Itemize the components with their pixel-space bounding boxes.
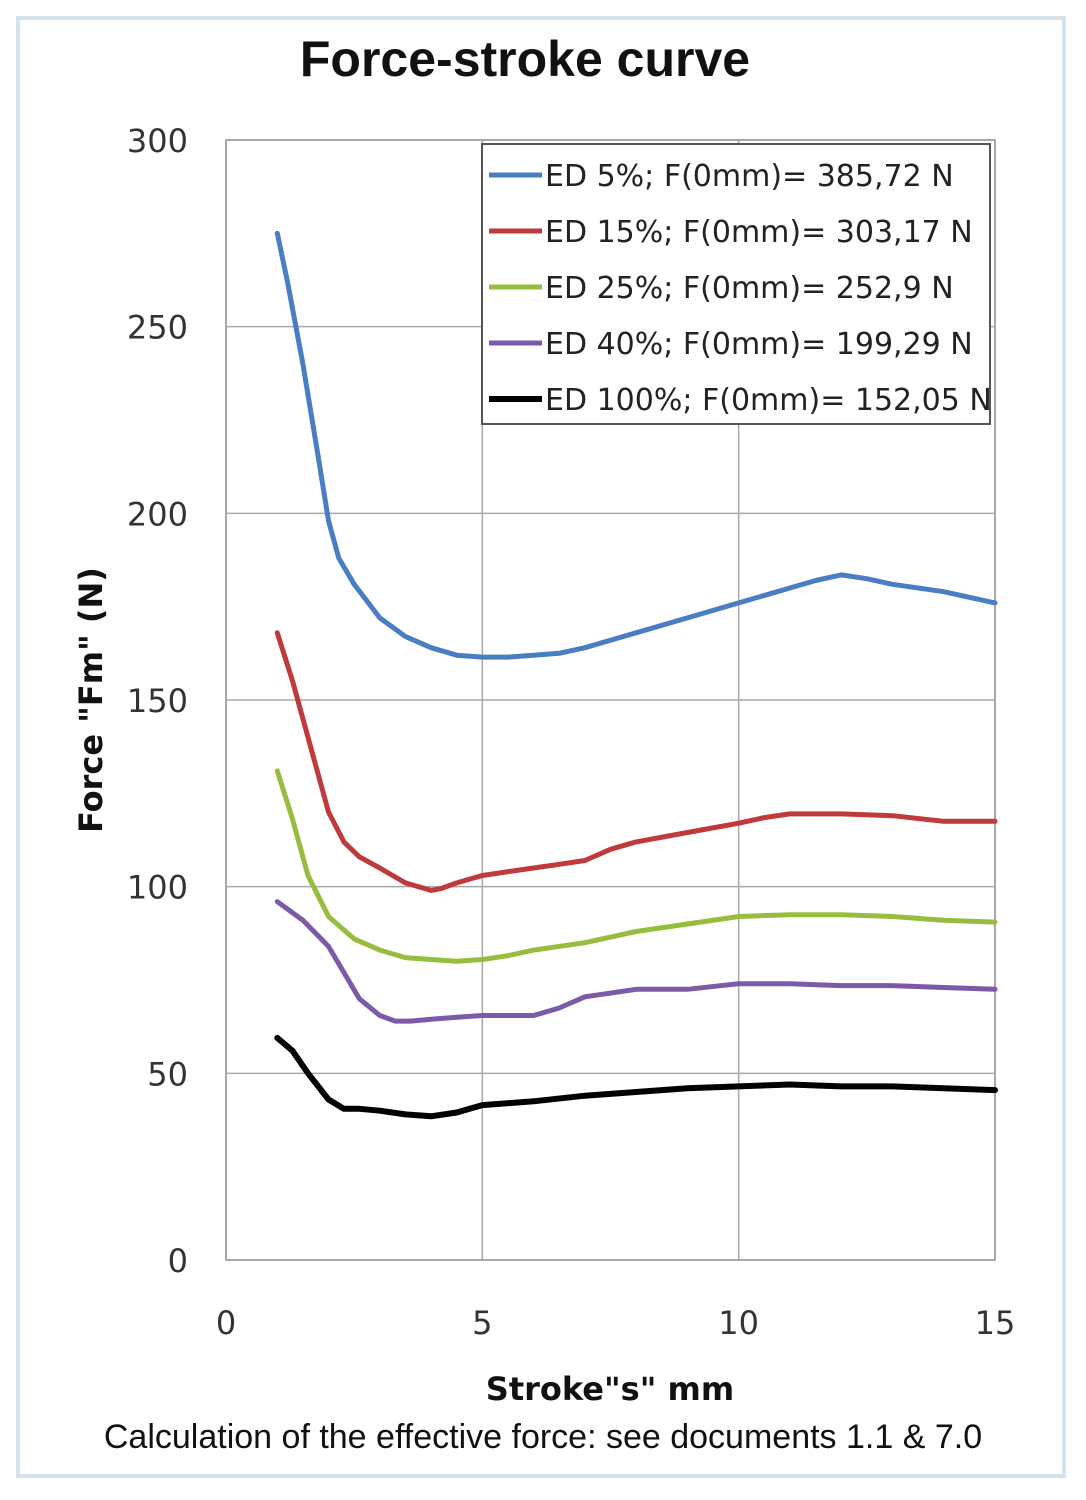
legend-label: ED 40%; F(0mm)= 199,29 N [545,327,973,362]
series-line-3 [274,768,998,964]
y-axis-ticks: 0 50 100 150 200 250 300 [127,122,188,1280]
caption: Calculation of the effective force: see … [103,1418,983,1456]
y-tick-label: 0 [168,1242,188,1280]
x-axis-label: Stroke"s" mm [486,1370,734,1408]
series-line-4 [274,899,998,1024]
y-tick-label: 200 [127,495,188,533]
y-tick-label: 50 [147,1055,188,1093]
legend-label: ED 15%; F(0mm)= 303,17 N [545,215,973,250]
legend-box [481,143,991,425]
x-tick-label: 0 [216,1304,236,1342]
y-tick-label: 250 [127,309,188,347]
series-line-2 [274,630,998,893]
series-line-1 [274,230,998,660]
x-tick-label: 15 [975,1304,1016,1342]
legend-label: ED 5%; F(0mm)= 385,72 N [545,159,954,194]
legend-label: ED 25%; F(0mm)= 252,9 N [545,271,954,306]
y-tick-label: 150 [127,682,188,720]
x-tick-label: 10 [718,1304,759,1342]
plot-area-border [225,139,996,1261]
legend-label: ED 100%; F(0mm)= 152,05 N [545,383,992,418]
legend: ED 5%; F(0mm)= 385,72 N ED 15%; F(0mm)= 3… [481,143,992,425]
y-tick-label: 100 [127,869,188,907]
x-axis-ticks: 0 5 10 15 [216,1304,1016,1342]
chart-title: Force-stroke curve [299,31,751,87]
x-tick-label: 5 [472,1304,492,1342]
y-axis-label: Force "Fm" (N) [72,567,110,833]
y-tick-label: 300 [127,122,188,160]
series-line-5 [274,1034,998,1120]
series-lines [274,230,998,1120]
